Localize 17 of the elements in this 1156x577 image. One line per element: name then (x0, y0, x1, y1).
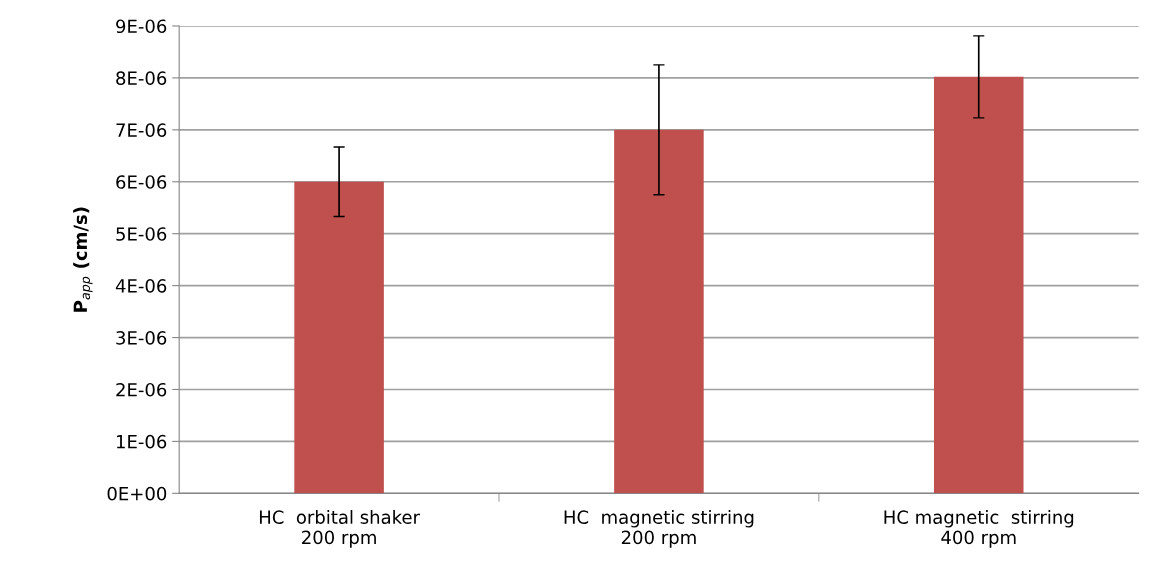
x-tick-label: HC magnetic stirring 400 rpm (884, 510, 1074, 548)
y-tick-label: 6E-06 (116, 175, 167, 189)
bar (933, 76, 1024, 494)
x-tick-label: HC orbital shaker 200 rpm (259, 510, 420, 548)
y-tick-label: 5E-06 (116, 227, 167, 241)
y-tick-label: 2E-06 (116, 382, 167, 397)
y-tick-label: 4E-06 (115, 279, 167, 293)
x-tick-label: HC magnetic stirring 200 rpm (564, 510, 754, 548)
y-tick-label: 9E-06 (116, 19, 167, 34)
y-tick-label: 0E+00 (107, 486, 167, 501)
y-tick-label: 1E-06 (116, 434, 167, 449)
y-tick-label: 3E-06 (116, 331, 167, 345)
y-tick-label: 7E-06 (116, 123, 167, 137)
bar (294, 181, 384, 494)
y-tick-label: 8E-06 (116, 71, 167, 86)
bar (614, 129, 704, 494)
y-axis-title: P$_{app}$ (cm/s) (73, 207, 93, 312)
